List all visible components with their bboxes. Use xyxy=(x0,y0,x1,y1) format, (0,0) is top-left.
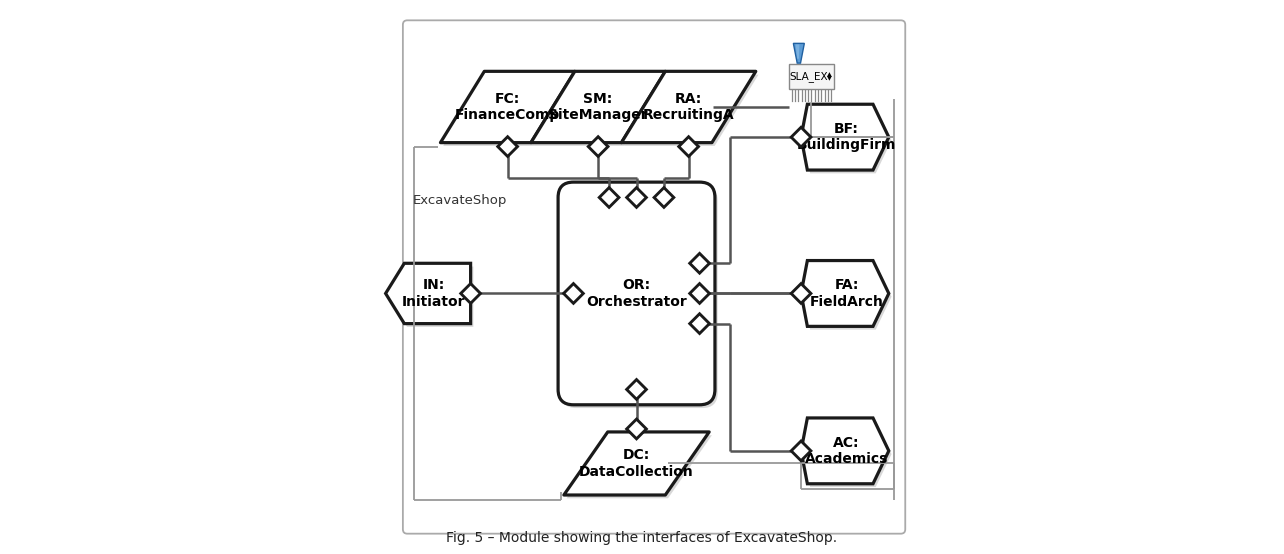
Polygon shape xyxy=(804,107,891,173)
Polygon shape xyxy=(796,44,800,59)
Text: BF:
BuildingFirm: BF: BuildingFirm xyxy=(797,122,896,152)
Text: FC:
FinanceComp: FC: FinanceComp xyxy=(455,92,560,122)
Text: ExcavateShop: ExcavateShop xyxy=(412,194,507,207)
Polygon shape xyxy=(690,284,710,304)
Polygon shape xyxy=(566,435,711,498)
Polygon shape xyxy=(679,137,698,156)
Polygon shape xyxy=(624,75,759,146)
Text: RA:
RecruitingA: RA: RecruitingA xyxy=(643,92,734,122)
Text: FA:
FieldArch: FA: FieldArch xyxy=(810,278,883,309)
Text: ▲
▼: ▲ ▼ xyxy=(827,72,832,81)
Text: DC:
DataCollection: DC: DataCollection xyxy=(579,448,693,479)
Polygon shape xyxy=(791,127,811,147)
Polygon shape xyxy=(690,253,710,273)
Polygon shape xyxy=(804,421,891,487)
Polygon shape xyxy=(440,71,575,142)
Polygon shape xyxy=(801,260,889,326)
Polygon shape xyxy=(627,379,646,399)
Polygon shape xyxy=(534,75,668,146)
Polygon shape xyxy=(791,284,811,304)
Polygon shape xyxy=(532,71,665,142)
Text: SLA_EX: SLA_EX xyxy=(790,71,828,83)
Polygon shape xyxy=(588,137,609,156)
Polygon shape xyxy=(627,419,646,439)
FancyBboxPatch shape xyxy=(788,64,833,89)
Polygon shape xyxy=(564,284,583,304)
Text: SM:
SiteManager: SM: SiteManager xyxy=(548,92,648,122)
Polygon shape xyxy=(654,188,674,207)
Polygon shape xyxy=(801,104,889,170)
Polygon shape xyxy=(498,137,517,156)
Text: AC:
Academics: AC: Academics xyxy=(805,436,889,466)
Polygon shape xyxy=(443,75,578,146)
FancyBboxPatch shape xyxy=(559,182,715,405)
Polygon shape xyxy=(794,43,804,63)
Polygon shape xyxy=(791,441,811,461)
Polygon shape xyxy=(621,71,756,142)
Polygon shape xyxy=(385,263,471,324)
Polygon shape xyxy=(690,314,710,334)
FancyBboxPatch shape xyxy=(561,186,718,408)
Polygon shape xyxy=(388,266,474,327)
Polygon shape xyxy=(804,264,891,330)
Polygon shape xyxy=(600,188,619,207)
Text: IN:
Initiator: IN: Initiator xyxy=(402,278,466,309)
Polygon shape xyxy=(627,188,646,207)
Polygon shape xyxy=(461,284,480,304)
Polygon shape xyxy=(564,432,709,495)
Text: Fig. 5 – Module showing the interfaces of ExcavateShop.: Fig. 5 – Module showing the interfaces o… xyxy=(447,531,837,545)
Text: OR:
Orchestrator: OR: Orchestrator xyxy=(586,278,687,309)
Polygon shape xyxy=(801,418,889,484)
